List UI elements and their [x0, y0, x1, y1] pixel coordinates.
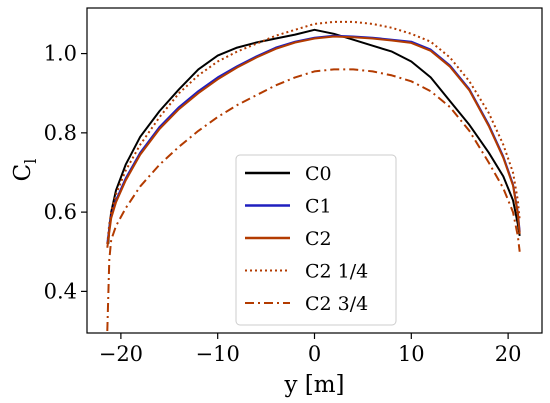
- legend: C0 C1 C2 C2 1/4 C2 3/4: [235, 154, 397, 326]
- legend-label-3: C2: [305, 228, 332, 250]
- legend-label-5: C2 3/4: [305, 293, 368, 315]
- y-tick-label: 0.4: [44, 279, 77, 303]
- y-axis-label-subscript: l: [21, 159, 40, 164]
- y-tick-label: 1.0: [44, 42, 77, 66]
- legend-box: [235, 154, 397, 326]
- x-tick-label: 0: [308, 342, 321, 366]
- series-line-1: [107, 28, 521, 244]
- legend-label-2: C1: [305, 196, 332, 218]
- x-tick-label: −10: [196, 342, 240, 366]
- x-axis-label: y [m]: [283, 372, 344, 398]
- x-tick-label: −20: [99, 342, 143, 366]
- x-tick-label: 20: [495, 342, 522, 366]
- series-line-3: [106, 35, 521, 248]
- legend-entries: C0 C1 C2 C2 1/4 C2 3/4: [245, 163, 368, 315]
- y-axis-ticks: 0.4 0.6 0.8 1.0: [44, 42, 87, 303]
- x-axis-ticks: −20 −10 0 10 20: [99, 333, 522, 366]
- series-line-4: [106, 20, 521, 244]
- y-axis-label: Cl: [10, 159, 40, 182]
- series-line-5: [106, 68, 521, 332]
- y-tick-label: 0.8: [44, 121, 77, 145]
- y-axis-label-base: C: [10, 164, 36, 182]
- series-layer: [106, 20, 521, 332]
- y-tick-label: 0.6: [44, 200, 77, 224]
- x-tick-label: 10: [398, 342, 425, 366]
- legend-label-1: C0: [305, 163, 332, 185]
- legend-label-4: C2 1/4: [305, 261, 368, 283]
